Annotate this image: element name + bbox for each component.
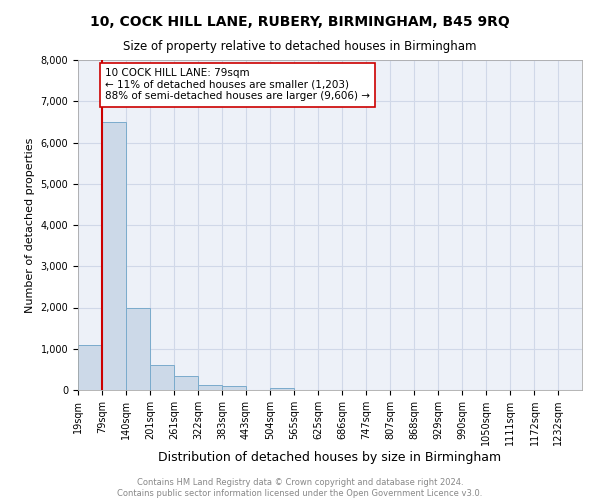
X-axis label: Distribution of detached houses by size in Birmingham: Distribution of detached houses by size … <box>158 451 502 464</box>
Bar <box>78 344 102 390</box>
Bar <box>174 376 197 390</box>
Bar <box>198 384 222 390</box>
Text: 10, COCK HILL LANE, RUBERY, BIRMINGHAM, B45 9RQ: 10, COCK HILL LANE, RUBERY, BIRMINGHAM, … <box>90 15 510 29</box>
Bar <box>126 308 149 390</box>
Y-axis label: Number of detached properties: Number of detached properties <box>25 138 35 312</box>
Bar <box>270 388 294 390</box>
Text: Contains HM Land Registry data © Crown copyright and database right 2024.
Contai: Contains HM Land Registry data © Crown c… <box>118 478 482 498</box>
Bar <box>150 365 174 390</box>
Bar <box>102 122 125 390</box>
Bar <box>222 386 246 390</box>
Text: Size of property relative to detached houses in Birmingham: Size of property relative to detached ho… <box>123 40 477 53</box>
Text: 10 COCK HILL LANE: 79sqm
← 11% of detached houses are smaller (1,203)
88% of sem: 10 COCK HILL LANE: 79sqm ← 11% of detach… <box>105 68 370 102</box>
